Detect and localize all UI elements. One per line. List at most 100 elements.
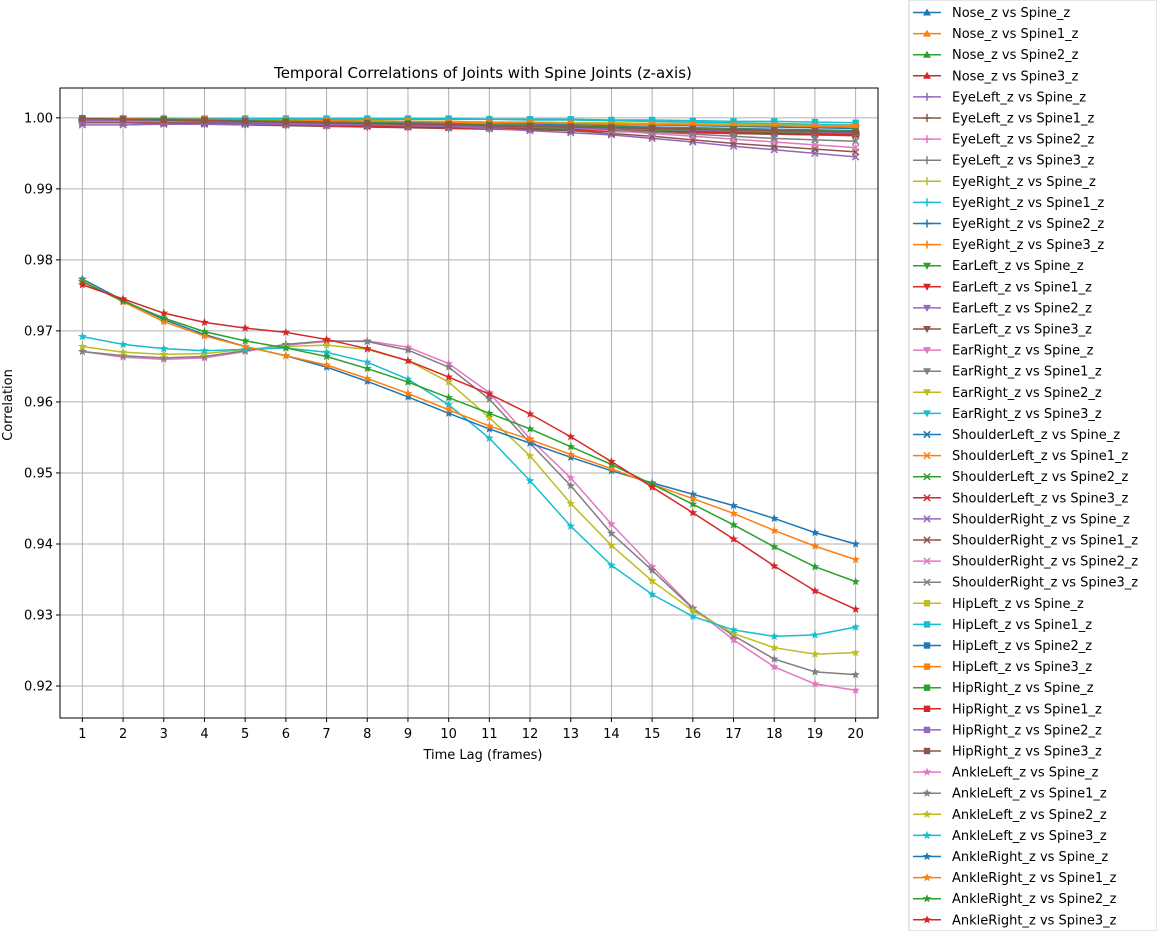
legend-entry: EyeRight_z vs Spine1_z [913,196,1104,211]
data-point [241,118,249,125]
data-point [322,360,331,369]
legend-marker [923,347,931,355]
legend-marker [923,705,931,712]
legend-entry: EyeLeft_z vs Spine2_z [913,133,1095,148]
legend-entry: HipLeft_z vs Spine2_z [913,639,1092,654]
data-point [689,125,697,133]
data-point [566,473,576,482]
legend-entry: EarLeft_z vs Spine1_z [913,280,1092,295]
x-tick-label: 1 [78,727,86,742]
data-point [323,119,330,127]
legend-label: ShoulderLeft_z vs Spine_z [952,428,1120,443]
x-tick-label: 12 [522,727,539,742]
data-point [566,449,576,459]
data-point [484,424,494,433]
legend-marker [923,177,931,186]
data-point [607,459,616,469]
legend-entry: EarRight_z vs Spine3_z [913,407,1102,422]
legend-marker [923,326,931,333]
legend-label: ShoulderLeft_z vs Spine2_z [952,470,1129,485]
data-point [362,357,372,366]
legend-label: EarLeft_z vs Spine2_z [952,301,1092,316]
data-point [160,116,167,124]
legend-entry: Nose_z vs Spine1_z [913,27,1079,42]
y-tick-label: 0.97 [24,324,53,339]
y-tick-label: 1.00 [24,111,53,126]
data-point [484,394,494,403]
data-point [322,351,331,361]
data-point [607,457,616,466]
legend-entry: AnkleRight_z vs Spine3_z [913,913,1117,928]
legend-entry: EyeRight_z vs Spine3_z [913,238,1104,253]
data-point [322,347,331,356]
x-tick-label: 4 [200,727,208,742]
data-point [648,121,656,128]
data-point [648,125,656,132]
legend-marker [923,219,931,228]
data-point [444,377,454,386]
legend-entry: ShoulderRight_z vs Spine3_z [913,576,1138,591]
series-44 [78,280,860,614]
data-point [851,143,860,152]
legend-entry: AnkleLeft_z vs Spine_z [913,766,1099,781]
legend-marker [923,642,931,649]
data-point [729,508,738,518]
y-tick-label: 0.98 [24,253,53,268]
plot-frame [59,87,879,719]
y-axis-label: Correlation [1,369,16,441]
data-point [771,122,778,129]
legend-marker [922,809,932,819]
data-point [403,388,413,398]
data-point [403,356,413,365]
data-point [118,347,128,356]
legend-label: AnkleLeft_z vs Spine3_z [952,829,1107,844]
data-point [771,127,778,134]
data-point [78,331,87,341]
legend-entry: HipRight_z vs Spine_z [913,681,1094,696]
x-axis-ticks: 1 2 3 4 5 6 7 8 9 10 11 12 13 14 15 16 17 18 19 20 [78,718,864,742]
x-tick-label: 18 [766,727,783,742]
data-point [200,331,209,340]
legend-label: AnkleLeft_z vs Spine2_z [952,808,1107,823]
data-point [322,334,331,344]
legend-entry: EyeLeft_z vs Spine1_z [913,112,1095,127]
data-point [851,685,860,695]
legend-marker [923,472,931,481]
legend-label: AnkleRight_z vs Spine2_z [952,892,1117,907]
data-point [607,528,616,538]
data-point [364,120,371,127]
data-point [403,392,413,401]
data-point [525,451,535,460]
data-point [525,409,535,418]
data-point [445,121,452,129]
data-point [119,116,127,123]
series-line [82,117,856,133]
data-point [647,589,657,599]
data-point [810,679,820,688]
data-point [200,317,209,327]
legend-entry: EyeRight_z vs Spine_z [913,175,1096,190]
legend-entry: EarRight_z vs Spine2_z [913,386,1102,401]
data-point [688,606,698,615]
y-tick-label: 0.95 [24,466,53,481]
legend-marker [923,368,931,376]
data-point [811,118,819,126]
legend-entry: ShoulderRight_z vs Spine2_z [913,555,1138,570]
data-point [810,541,820,550]
legend: Nose_z vs Spine_z Nose_z vs Spine1_z Nose_… [908,0,1157,931]
data-point [362,344,372,353]
data-point [769,513,779,523]
data-point [240,323,250,332]
data-point [281,327,291,337]
legend-marker [922,873,932,882]
legend-entry: ShoulderLeft_z vs Spine2_z [913,470,1129,485]
data-point [484,433,494,442]
data-point [282,118,290,126]
data-point [729,132,738,141]
legend-label: EarRight_z vs Spine2_z [952,386,1102,401]
legend-marker [923,515,931,523]
legend-label: EarRight_z vs Spine3_z [952,407,1102,422]
legend-label: ShoulderRight_z vs Spine3_z [952,576,1138,591]
legend-marker [922,851,932,861]
data-point [484,412,494,422]
